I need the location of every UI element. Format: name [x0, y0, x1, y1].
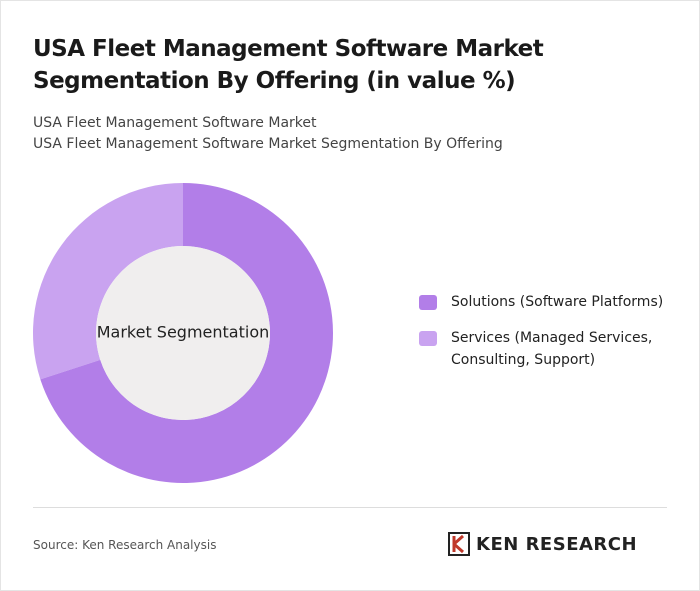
- donut-chart: Market Segmentation: [32, 183, 333, 484]
- logo: KEN RESEARCH: [448, 532, 637, 556]
- legend-swatch: [419, 331, 437, 346]
- logo-icon: [448, 532, 470, 556]
- donut-slice: [40, 183, 333, 484]
- subtitle: USA Fleet Management Software Market: [33, 115, 317, 131]
- donut-hole: [96, 246, 270, 420]
- legend: Solutions (Software Platforms) Services (…: [419, 291, 679, 385]
- legend-label: Solutions (Software Platforms): [451, 294, 664, 310]
- legend-item: Services (Managed Services, Consulting, …: [419, 327, 679, 371]
- legend-swatch: [419, 295, 437, 310]
- chart-title: USA Fleet Management Software Market Seg…: [33, 36, 544, 94]
- center-label: Market Segmentation: [97, 323, 270, 342]
- logo-text: KEN RESEARCH: [476, 533, 638, 555]
- legend-item: Solutions (Software Platforms): [419, 291, 679, 313]
- legend-label: Services (Managed Services, Consulting, …: [451, 330, 653, 368]
- donut-slice: [32, 183, 184, 380]
- subtitle: USA Fleet Management Software Market Seg…: [33, 136, 503, 152]
- separator: [33, 507, 667, 508]
- source: Source: Ken Research Analysis: [33, 538, 217, 552]
